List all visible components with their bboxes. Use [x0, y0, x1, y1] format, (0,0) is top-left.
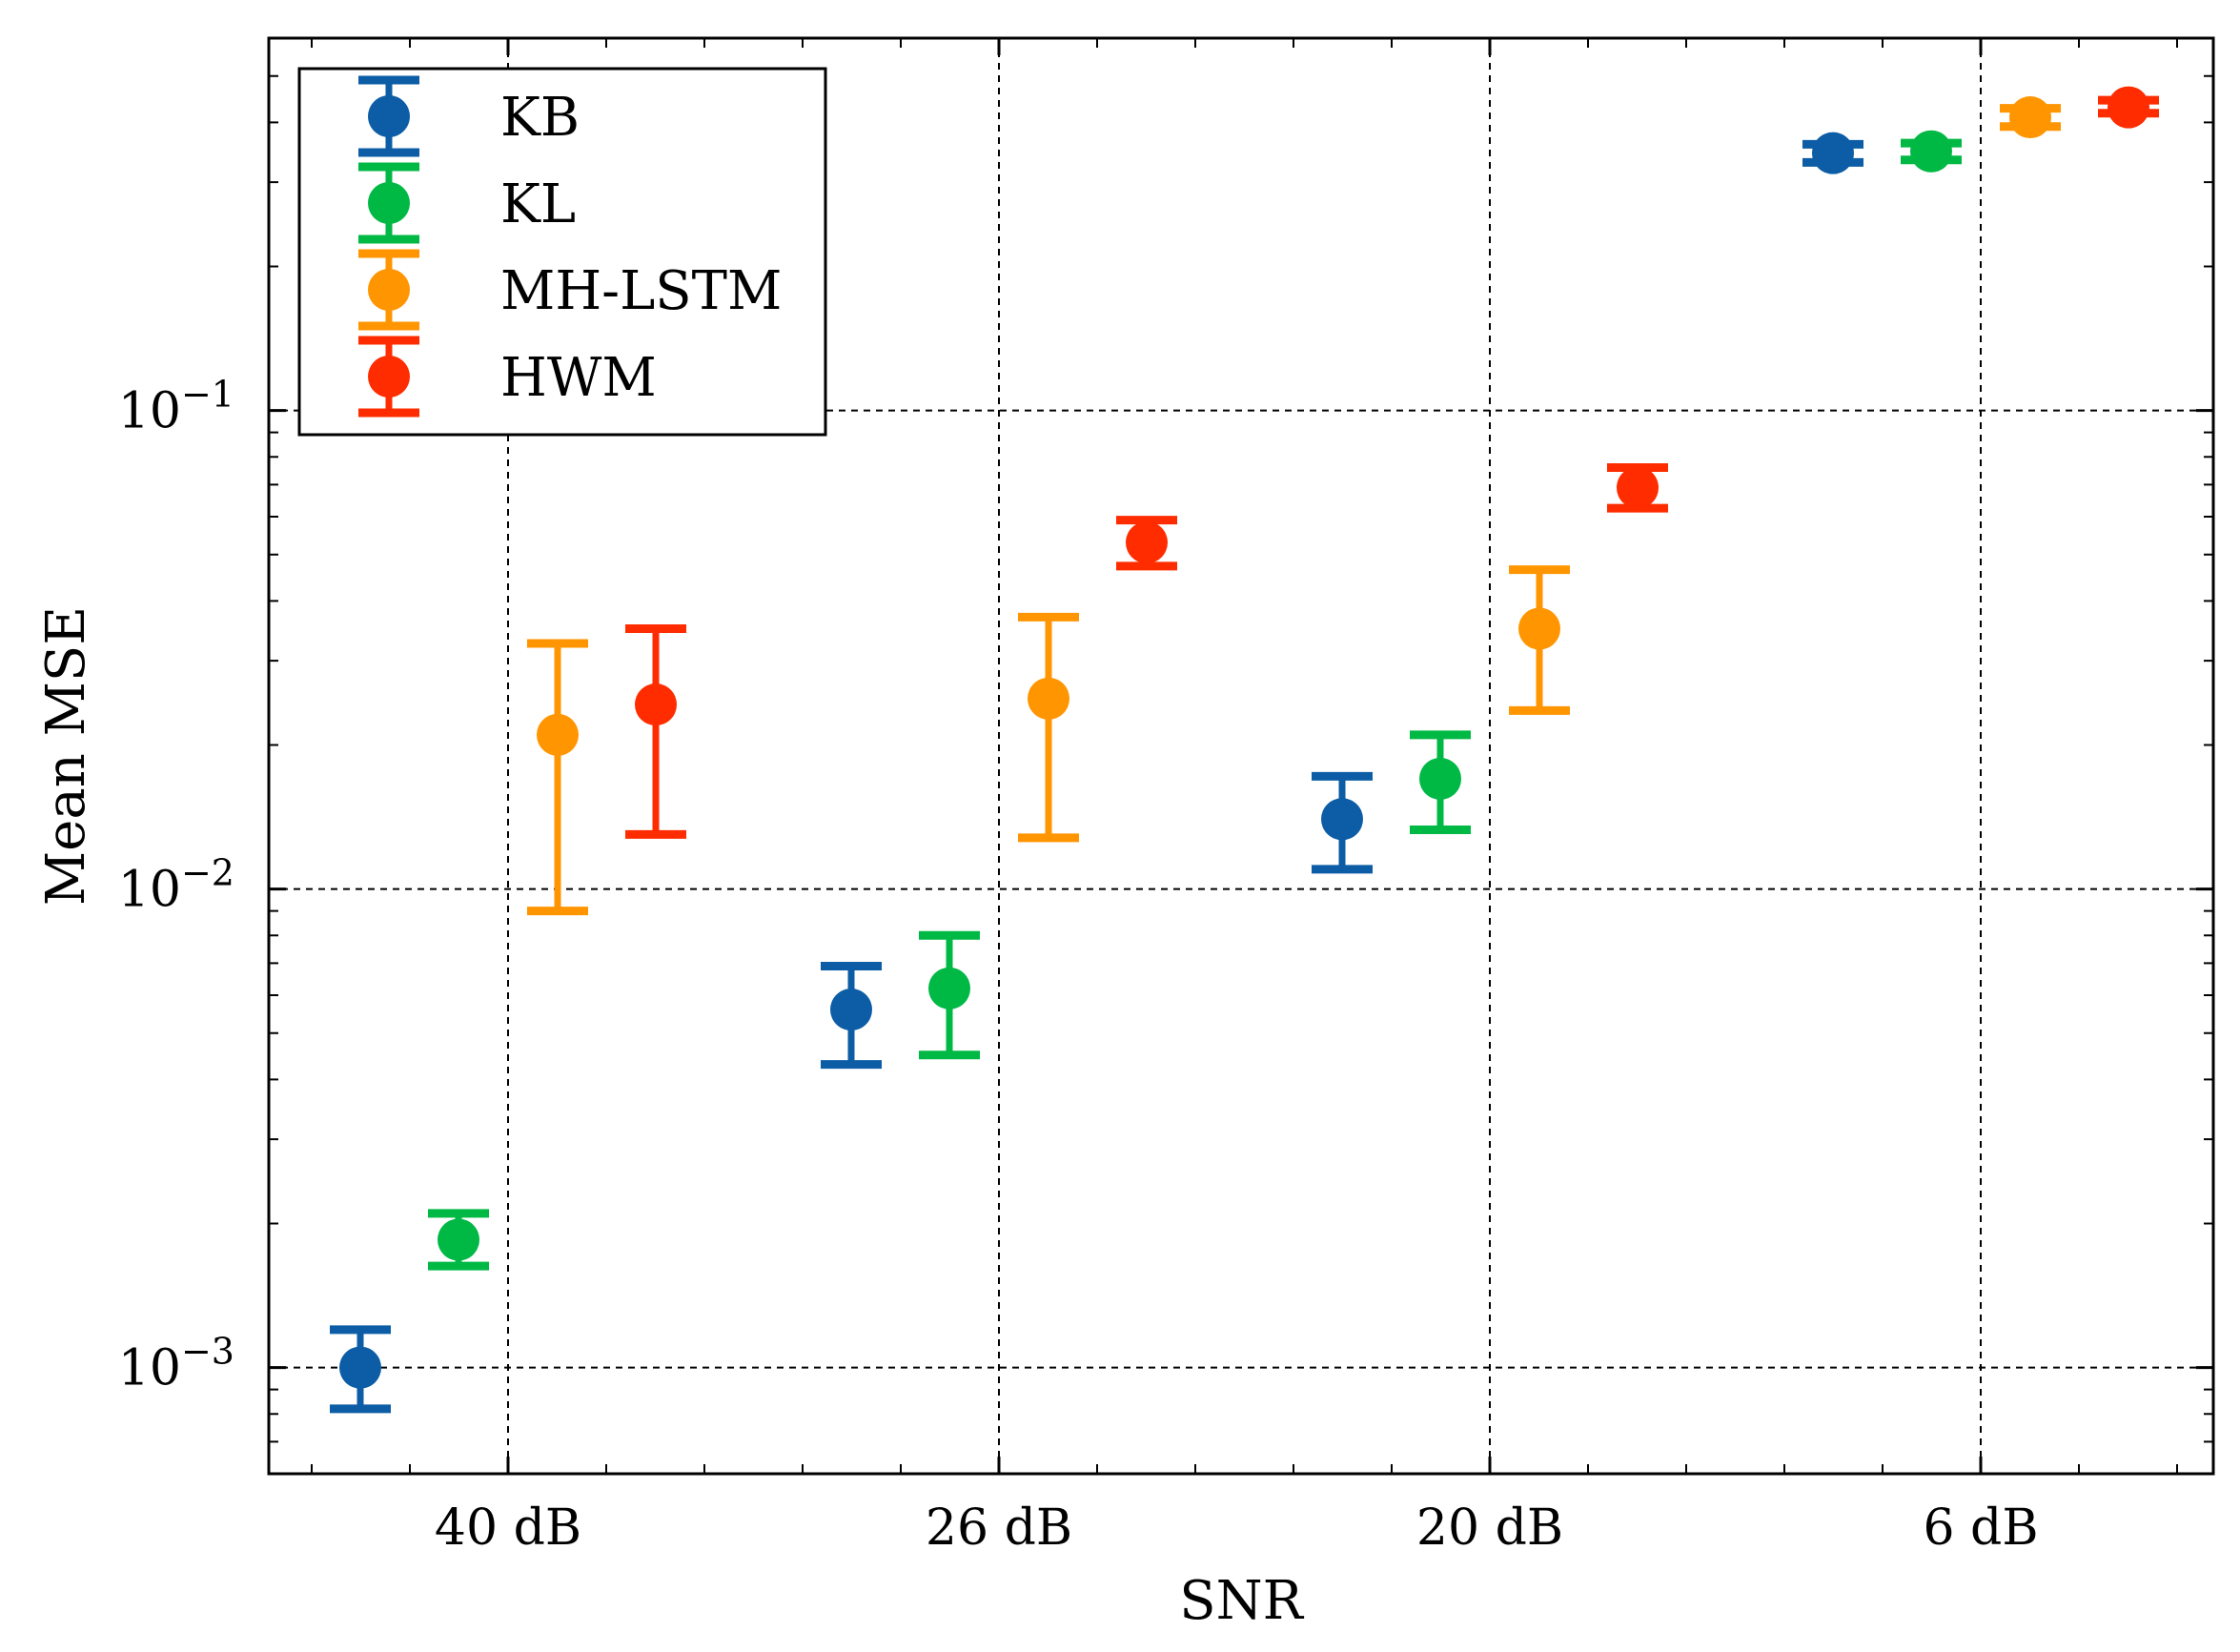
data-point	[1419, 757, 1461, 800]
data-point	[1910, 130, 1952, 173]
axis-ticks: 10−3 10−2 10−1 40 dB 26 dB 20 dB 6 dB	[118, 38, 2213, 1557]
x-tick-label: 40 dB	[435, 1499, 581, 1557]
legend-marker	[368, 95, 410, 137]
series-kb	[330, 132, 1863, 1414]
legend-label: KB	[500, 87, 580, 149]
data-point	[2009, 96, 2051, 139]
data-point	[1321, 798, 1363, 841]
x-tick-label: 20 dB	[1416, 1499, 1563, 1557]
x-axis-label: SNR	[1179, 1570, 1304, 1632]
data-point	[438, 1218, 479, 1261]
series-mh-lstm	[527, 96, 2061, 916]
data-point	[1518, 607, 1560, 650]
legend-item: MH-LSTM	[358, 249, 782, 331]
series-hwm	[625, 86, 2159, 839]
data-point	[1617, 466, 1659, 509]
data-series	[330, 86, 2159, 1414]
data-point	[1812, 132, 1854, 174]
legend-marker	[368, 269, 410, 311]
data-point	[635, 683, 677, 726]
legend-marker	[368, 356, 410, 398]
legend-item: KL	[358, 162, 576, 244]
data-point	[339, 1346, 381, 1389]
y-axis-label: Mean MSE	[35, 606, 97, 906]
x-tick-label: 26 dB	[926, 1499, 1072, 1557]
legend-item: KB	[358, 75, 580, 157]
data-point	[537, 713, 579, 756]
data-point	[928, 967, 970, 1010]
x-tick-label: 6 dB	[1923, 1499, 2038, 1557]
legend-label: MH-LSTM	[500, 260, 782, 322]
legend-marker	[368, 182, 410, 224]
data-point	[2108, 86, 2149, 129]
legend-label: KL	[500, 173, 576, 235]
plot-frame	[267, 36, 2215, 1476]
y-tick-label: 10−2	[118, 852, 234, 919]
data-point	[1126, 521, 1168, 564]
y-tick-label: 10−3	[118, 1331, 234, 1397]
series-kl	[428, 130, 1962, 1271]
legend: KB KL MH-LSTM HWM	[297, 67, 827, 437]
legend-item: HWM	[358, 336, 657, 418]
data-point	[830, 989, 872, 1031]
legend-label: HWM	[500, 347, 657, 409]
data-point	[1028, 677, 1069, 720]
y-tick-label: 10−1	[118, 374, 234, 440]
